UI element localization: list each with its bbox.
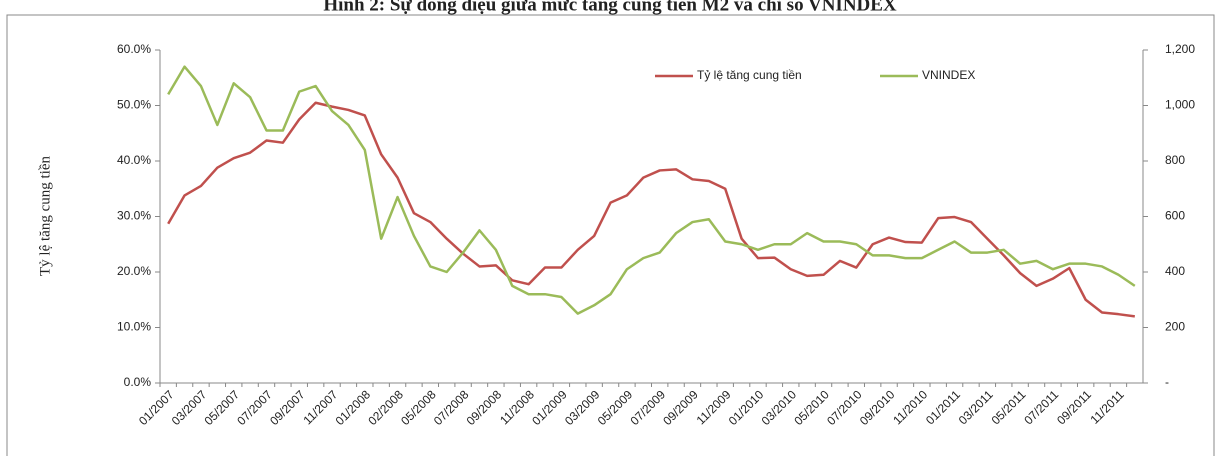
legend-label: Tỷ lệ tăng cung tiền xyxy=(697,68,802,82)
y2-tick-label: 200 xyxy=(1165,320,1185,334)
x-tick-label: 11/2010 xyxy=(890,387,930,427)
y-tick-label: 10.0% xyxy=(117,320,151,334)
chart-title: Hình 2: Sự đồng điệu giữa mức tăng cung … xyxy=(323,0,897,15)
x-tick-label: 07/2009 xyxy=(627,387,668,428)
x-tick-label: 01/2007 xyxy=(136,387,177,428)
x-tick-label: 07/2011 xyxy=(1021,387,1061,427)
x-tick-label: 09/2010 xyxy=(857,387,898,428)
series-line xyxy=(167,65,1136,315)
x-tick-label: 09/2007 xyxy=(267,387,308,428)
x-tick-label: 09/2009 xyxy=(660,387,701,428)
series-line xyxy=(167,101,1135,318)
x-tick-label: 05/2008 xyxy=(398,387,439,428)
x-tick-label: 01/2009 xyxy=(529,387,570,428)
y-axis-label: Tỷ lệ tăng cung tiền xyxy=(37,156,53,276)
y2-tick-label: 1,200 xyxy=(1165,42,1195,56)
x-tick-label: 03/2010 xyxy=(759,387,800,428)
x-tick-label: 01/2008 xyxy=(333,387,374,428)
x-tick-label: 09/2008 xyxy=(464,387,505,428)
x-tick-label: 05/2010 xyxy=(791,387,832,428)
x-tick-label: 01/2011 xyxy=(923,387,963,427)
x-tick-label: 05/2011 xyxy=(989,387,1029,427)
y2-tick-label: 400 xyxy=(1165,264,1185,278)
legend-label: VNINDEX xyxy=(922,68,975,82)
x-tick-label: 01/2010 xyxy=(726,387,767,428)
x-tick-label: 02/2008 xyxy=(365,387,406,428)
y-tick-label: 0.0% xyxy=(124,375,152,389)
x-tick-label: 07/2008 xyxy=(431,387,472,428)
x-tick-label: 05/2009 xyxy=(595,387,636,428)
y-tick-label: 50.0% xyxy=(117,98,151,112)
y2-tick-label: 600 xyxy=(1165,209,1185,223)
y-tick-label: 20.0% xyxy=(117,264,151,278)
x-tick-label: 03/2009 xyxy=(562,387,603,428)
x-tick-label: 07/2010 xyxy=(824,387,865,428)
y2-tick-label: - xyxy=(1165,375,1169,389)
y-tick-label: 60.0% xyxy=(117,42,151,56)
x-tick-label: 07/2007 xyxy=(234,387,275,428)
x-tick-label: 03/2007 xyxy=(169,387,210,428)
frame xyxy=(6,14,1215,461)
y-tick-label: 40.0% xyxy=(117,153,151,167)
x-tick-label: 03/2011 xyxy=(956,387,996,427)
x-tick-label: 05/2007 xyxy=(202,387,243,428)
y2-tick-label: 1,000 xyxy=(1165,98,1195,112)
y-tick-label: 30.0% xyxy=(117,209,151,223)
y2-tick-label: 800 xyxy=(1165,153,1185,167)
x-tick-label: 11/2011 xyxy=(1087,387,1127,427)
x-tick-label: 09/2011 xyxy=(1054,387,1094,427)
